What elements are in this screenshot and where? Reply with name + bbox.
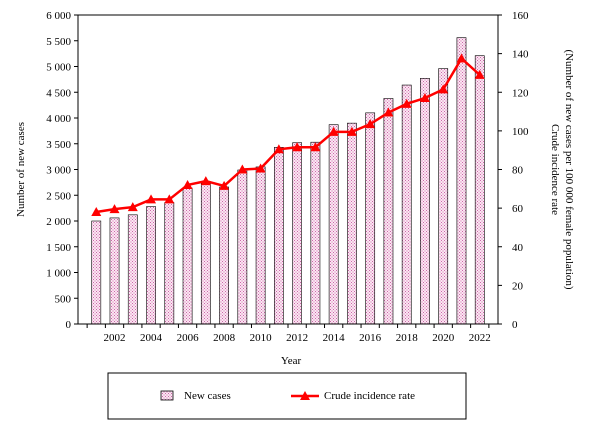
- right-tick-label: 140: [512, 49, 529, 61]
- marker-crude-incidence-rate-2012: [292, 142, 303, 152]
- left-tick-label: 2 000: [46, 216, 71, 228]
- bar-new-cases-2005: [164, 202, 175, 325]
- legend-swatch-new-cases: [160, 390, 174, 401]
- left-tick-label: 3 000: [46, 165, 71, 177]
- left-tick-label: 5 000: [46, 62, 71, 74]
- left-tick-label: 1 000: [46, 268, 71, 280]
- bar-new-cases-2013: [310, 141, 321, 325]
- marker-crude-incidence-rate-2020: [438, 84, 449, 94]
- x-tick-label: 2002: [104, 332, 126, 344]
- bar-new-cases-2019: [420, 78, 430, 325]
- bar-new-cases-2008: [219, 186, 229, 325]
- marker-crude-incidence-rate-2001: [91, 206, 102, 216]
- bar-new-cases-2009: [237, 169, 248, 325]
- x-tick-label: 2022: [469, 332, 491, 344]
- marker-crude-incidence-rate-2005: [164, 194, 175, 204]
- marker-crude-incidence-rate-2013: [310, 142, 321, 152]
- bar-new-cases-2018: [401, 84, 412, 325]
- x-tick-label: 2020: [432, 332, 455, 344]
- y-axis-right-title-line2: (Number of new cases per 100 000 female …: [563, 49, 575, 289]
- bar-new-cases-2002: [109, 217, 120, 325]
- bar-new-cases-2006: [182, 187, 193, 325]
- marker-crude-incidence-rate-2016: [365, 119, 376, 129]
- bar-new-cases-2007: [200, 183, 211, 325]
- bar-new-cases-2015: [347, 122, 357, 325]
- marker-crude-incidence-rate-2015: [346, 126, 357, 136]
- left-tick-label: 0: [66, 319, 72, 331]
- marker-crude-incidence-rate-2003: [127, 202, 138, 212]
- bar-new-cases-2017: [383, 98, 394, 325]
- x-tick-label: 2004: [140, 332, 163, 344]
- marker-crude-incidence-rate-2009: [237, 164, 248, 174]
- marker-crude-incidence-rate-2021: [456, 53, 467, 63]
- bars-layer: [91, 37, 485, 325]
- x-tick-label: 2012: [286, 332, 308, 344]
- right-tick-label: 40: [512, 242, 524, 254]
- marker-crude-incidence-rate-2011: [273, 144, 284, 154]
- legend-label-crude-incidence-rate: Crude incidence rate: [324, 390, 415, 402]
- right-tick-label: 160: [512, 10, 529, 22]
- right-tick-label: 60: [512, 203, 524, 215]
- line-crude-incidence-rate: [96, 57, 481, 214]
- bar-new-cases-2001: [91, 220, 102, 325]
- legend-label-new-cases: New cases: [184, 390, 231, 402]
- marker-crude-incidence-rate-2008: [219, 180, 230, 190]
- marker-crude-incidence-rate-2002: [109, 204, 120, 214]
- bar-new-cases-2021: [456, 37, 467, 325]
- marker-crude-incidence-rate-2004: [146, 194, 157, 204]
- bar-new-cases-2022: [474, 55, 485, 325]
- right-tick-label: 100: [512, 126, 529, 138]
- left-tick-label: 500: [55, 293, 72, 305]
- left-tick-label: 5 500: [46, 36, 71, 48]
- left-tick-label: 1 500: [46, 242, 71, 254]
- right-tick-label: 0: [512, 319, 518, 331]
- marker-crude-incidence-rate-2017: [383, 107, 394, 117]
- right-tick-label: 20: [512, 280, 524, 292]
- x-axis: 2002 2004 2006 2008 2010 2012 2014 2016 2018 2020…: [86, 324, 491, 344]
- plot-frame: [77, 14, 499, 325]
- right-tick-label: 80: [512, 165, 524, 177]
- x-tick-label: 2008: [213, 332, 236, 344]
- left-axis: 0 500 1 000 1 500 2 000 2 500 3 000 3 500 4 000 4…: [46, 10, 78, 331]
- x-tick-label: 2010: [250, 332, 273, 344]
- bar-new-cases-2020: [438, 68, 449, 325]
- x-tick-label: 2014: [323, 332, 346, 344]
- marker-crude-incidence-rate-2006: [182, 179, 193, 189]
- bar-new-cases-2011: [273, 147, 284, 325]
- marker-crude-incidence-rate-2007: [200, 176, 211, 186]
- left-tick-label: 2 500: [46, 190, 71, 202]
- bar-new-cases-2003: [127, 214, 138, 325]
- left-tick-label: 4 000: [46, 113, 71, 125]
- left-tick-label: 4 500: [46, 87, 71, 99]
- y-axis-left-title: Number of new cases: [15, 122, 27, 217]
- marker-crude-incidence-rate-2014: [328, 126, 339, 136]
- x-tick-label: 2006: [177, 332, 200, 344]
- line-layer: [91, 53, 485, 216]
- right-axis: 0 20 40 60 80 100 120 140 160: [498, 10, 529, 331]
- bar-new-cases-2014: [328, 124, 339, 325]
- marker-crude-incidence-rate-2010: [255, 163, 266, 173]
- bar-new-cases-2016: [365, 112, 376, 325]
- y-axis-right-title-line1: Crude incidence rate: [549, 124, 561, 215]
- legend-marker-crude-incidence-rate: [300, 391, 310, 400]
- marker-crude-incidence-rate-2018: [401, 98, 412, 108]
- right-tick-label: 120: [512, 87, 529, 99]
- x-tick-label: 2018: [396, 332, 419, 344]
- bar-new-cases-2010: [255, 166, 266, 325]
- legend: New cases Crude incidence rate: [107, 372, 467, 420]
- bar-new-cases-2012: [292, 142, 303, 325]
- marker-crude-incidence-rate-2019: [419, 93, 430, 103]
- bar-new-cases-2004: [146, 206, 156, 325]
- x-tick-label: 2016: [359, 332, 382, 344]
- left-tick-label: 6 000: [46, 10, 71, 22]
- x-axis-title: Year: [281, 355, 302, 367]
- marker-crude-incidence-rate-2022: [474, 69, 485, 79]
- left-tick-label: 3 500: [46, 139, 71, 151]
